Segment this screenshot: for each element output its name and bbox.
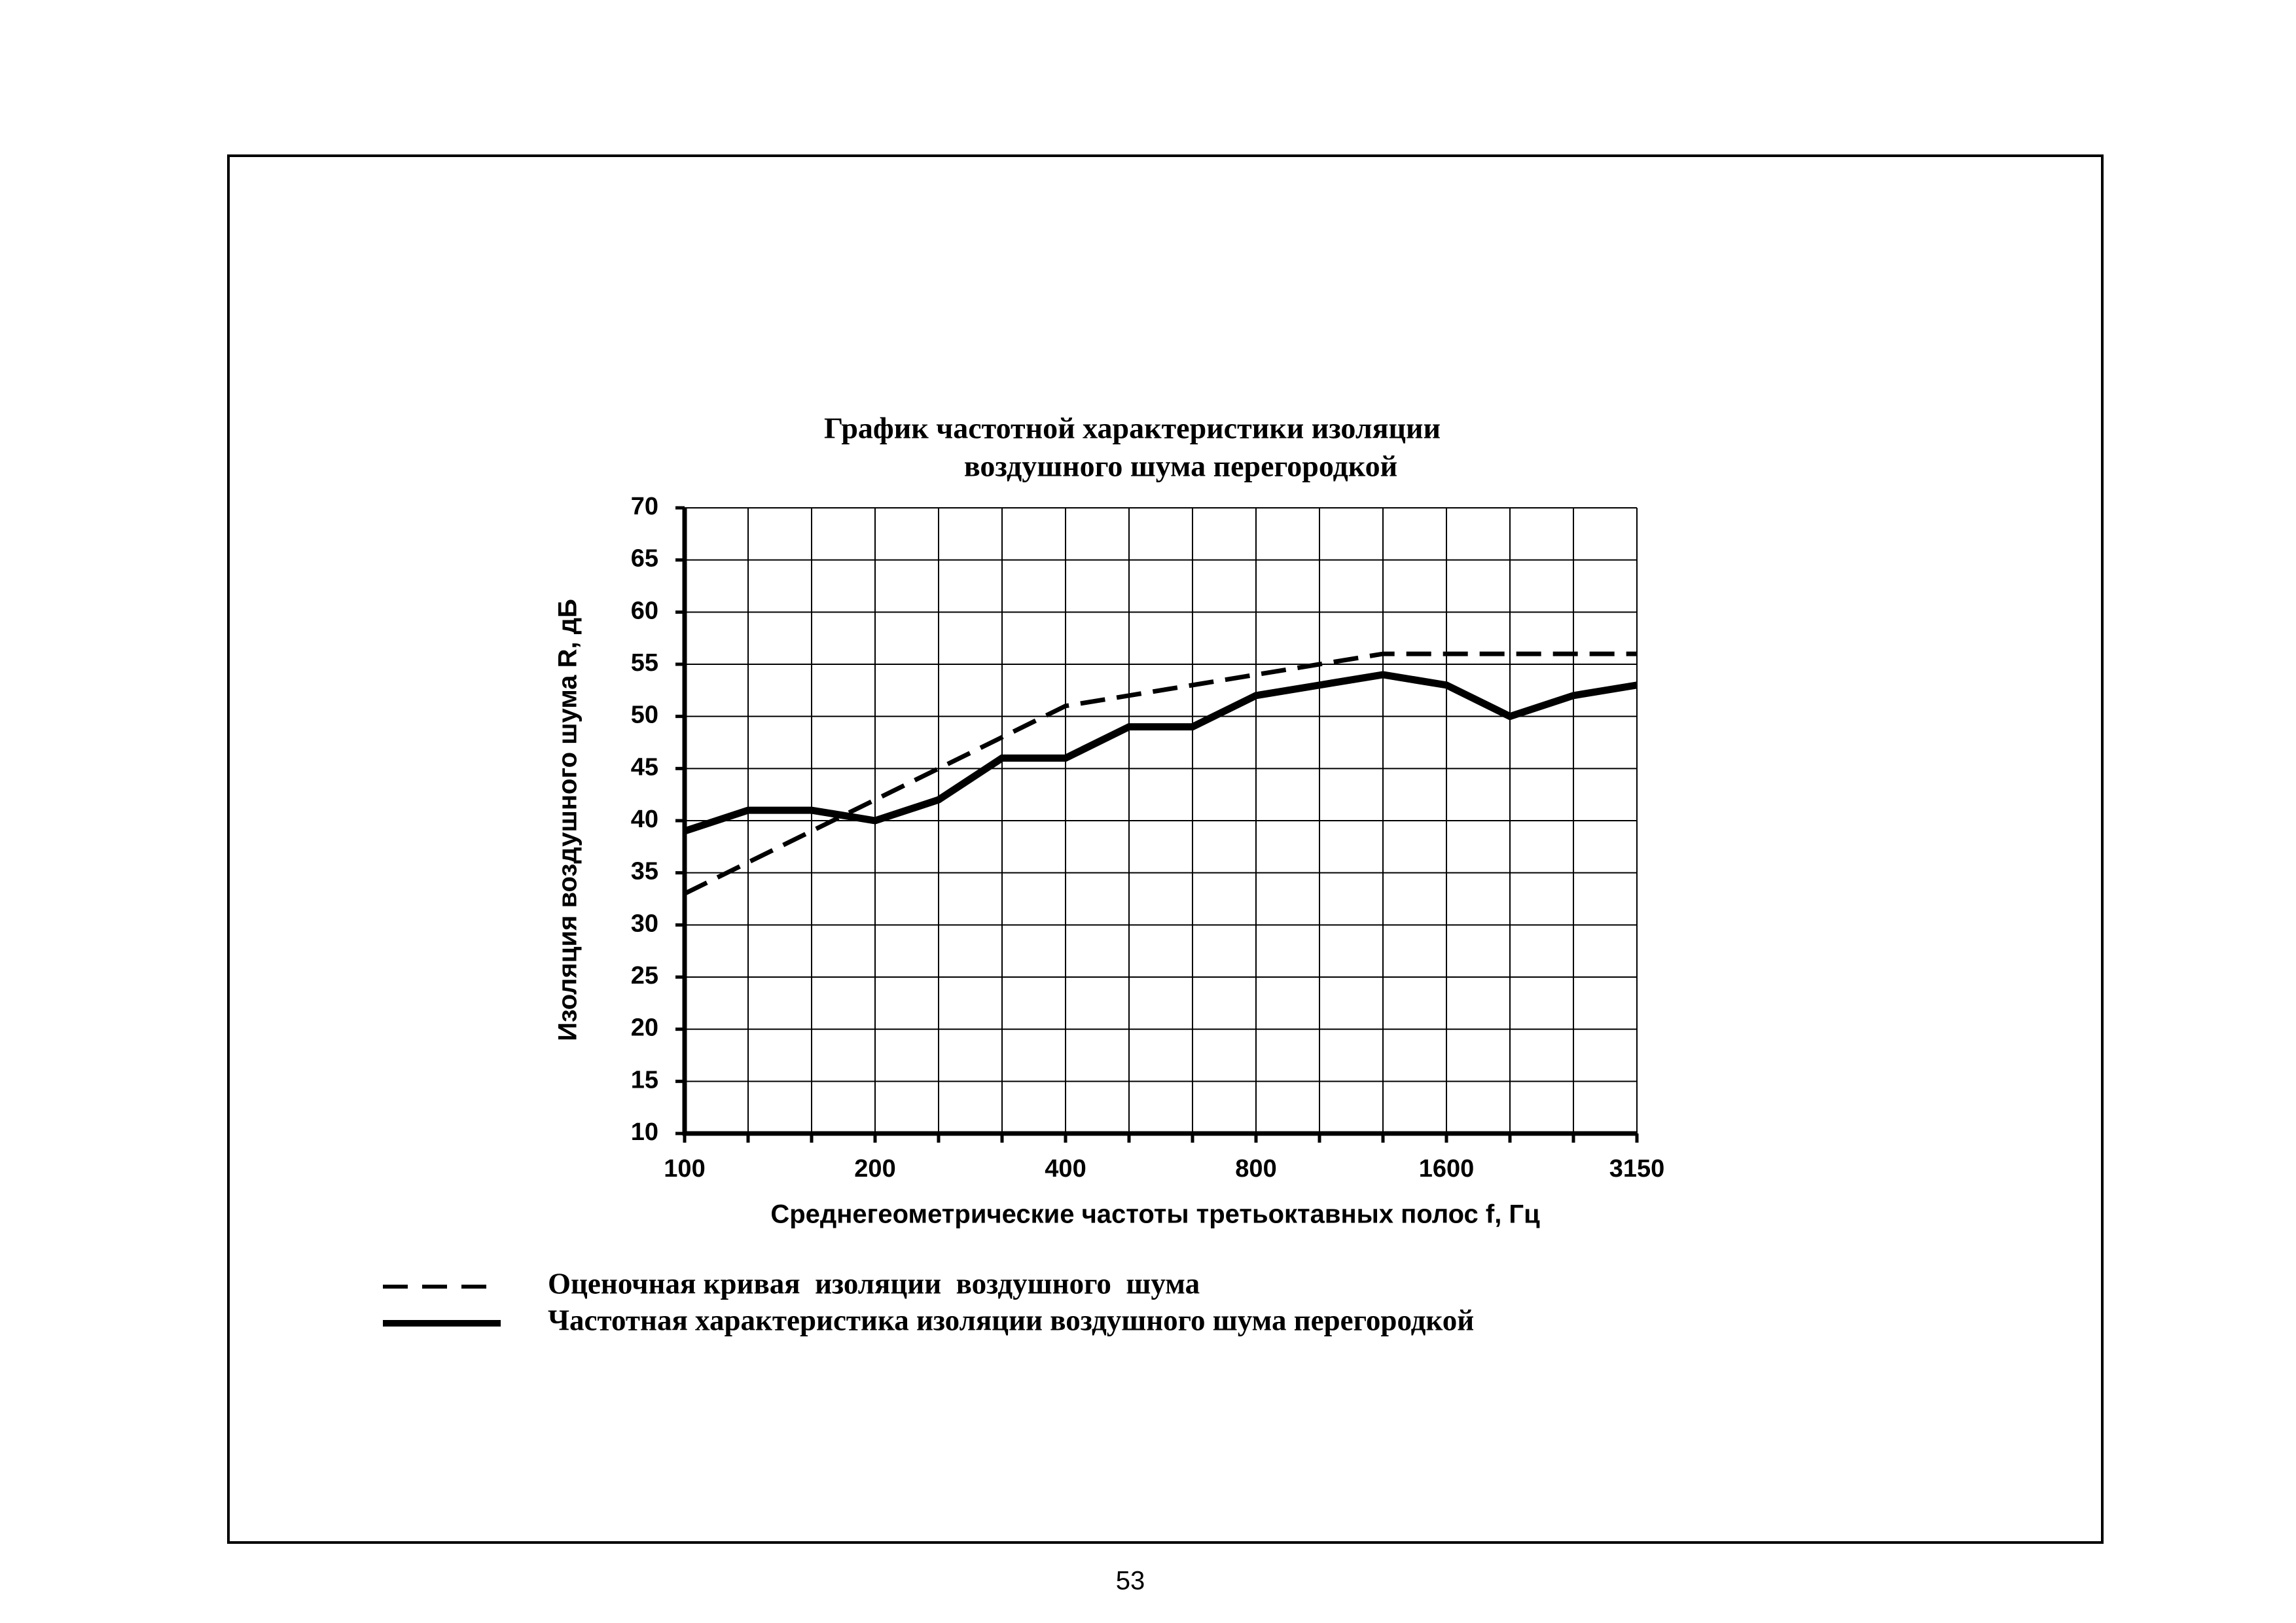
y-tick-label: 55 bbox=[631, 649, 658, 677]
x-tick-label: 400 bbox=[1045, 1155, 1086, 1183]
y-tick-label: 65 bbox=[631, 545, 658, 573]
y-tick-label: 60 bbox=[631, 597, 658, 624]
y-tick-label: 40 bbox=[631, 806, 658, 833]
x-axis-label: Среднегеометрические частоты третьоктавн… bbox=[770, 1200, 1540, 1229]
x-tick-label: 200 bbox=[854, 1155, 895, 1183]
chart-title: воздушного шума перегородкой bbox=[964, 450, 1397, 483]
y-tick-label: 50 bbox=[631, 702, 658, 729]
y-tick-label: 30 bbox=[631, 910, 658, 937]
y-tick-label: 35 bbox=[631, 858, 658, 885]
x-tick-label: 100 bbox=[664, 1155, 705, 1183]
y-tick-label: 15 bbox=[631, 1066, 658, 1094]
y-tick-label: 45 bbox=[631, 753, 658, 781]
x-tick-label: 1600 bbox=[1419, 1155, 1475, 1183]
legend-label: Оценочная кривая изоляции воздушного шум… bbox=[548, 1267, 1200, 1300]
y-tick-label: 10 bbox=[631, 1118, 658, 1146]
y-tick-label: 25 bbox=[631, 962, 658, 990]
x-tick-label: 800 bbox=[1235, 1155, 1276, 1183]
page-number: 53 bbox=[1116, 1567, 1145, 1596]
legend-label: Частотная характеристика изоляции воздуш… bbox=[548, 1304, 1474, 1336]
y-tick-label: 70 bbox=[631, 493, 658, 520]
y-tick-label: 20 bbox=[631, 1014, 658, 1042]
data-line bbox=[683, 671, 1638, 835]
page-frame bbox=[227, 154, 2104, 1544]
x-tick-label: 3150 bbox=[1609, 1155, 1665, 1183]
y-axis-label: Изоляция воздушного шума R, дБ bbox=[554, 599, 583, 1041]
chart-title: График частотной характеристики изоляции bbox=[824, 412, 1441, 445]
data-line bbox=[683, 651, 1637, 896]
